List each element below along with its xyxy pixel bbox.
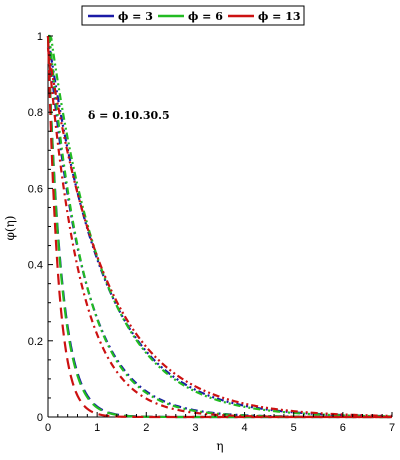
- x-tick-label: 5: [291, 422, 297, 434]
- x-tick-label: 1: [94, 422, 100, 434]
- curve-1-3: [46, 35, 393, 418]
- curve-3-3: [46, 48, 393, 417]
- x-tick-label: 7: [389, 422, 395, 434]
- curve-2-2: [47, 35, 392, 419]
- y-tick-label: 0.4: [28, 260, 43, 272]
- y-axis-label: φ(η): [3, 216, 17, 241]
- y-tick-label: 0.6: [28, 183, 43, 195]
- curves: [46, 34, 393, 419]
- legend-label-2: ϕ = 6: [188, 10, 223, 23]
- legend: ϕ = 3 ϕ = 6 ϕ = 13: [81, 5, 305, 26]
- y-tick-label: 1: [37, 31, 43, 43]
- plot-frame: [47, 36, 392, 418]
- x-tick-label: 6: [340, 422, 346, 434]
- x-tick-label: 0: [45, 422, 51, 434]
- legend-label-1: ϕ = 3: [118, 10, 153, 23]
- curve-2-1: [46, 35, 392, 419]
- ticks: 0 1 2 3 4 5 6 7 0 0.2 0.4 0.6 0.8 1: [28, 31, 395, 434]
- x-axis-label: η: [216, 439, 223, 453]
- delta-annotation: δ = 0.10.30.5: [88, 109, 170, 122]
- curve-2-3: [48, 34, 393, 418]
- curve-1-2: [46, 35, 392, 419]
- y-tick-label: 0.8: [28, 107, 43, 119]
- x-tick-label: 2: [143, 422, 149, 434]
- x-tick-label: 3: [192, 422, 198, 434]
- legend-box: [81, 5, 305, 26]
- y-tick-label: 0: [37, 412, 43, 424]
- curve-3-2: [46, 47, 392, 419]
- curve-1-1: [46, 35, 392, 419]
- x-tick-label: 4: [242, 422, 248, 434]
- y-tick-label: 0.2: [28, 336, 43, 348]
- legend-label-3: ϕ = 13: [258, 10, 301, 23]
- curve-3-1: [46, 35, 392, 419]
